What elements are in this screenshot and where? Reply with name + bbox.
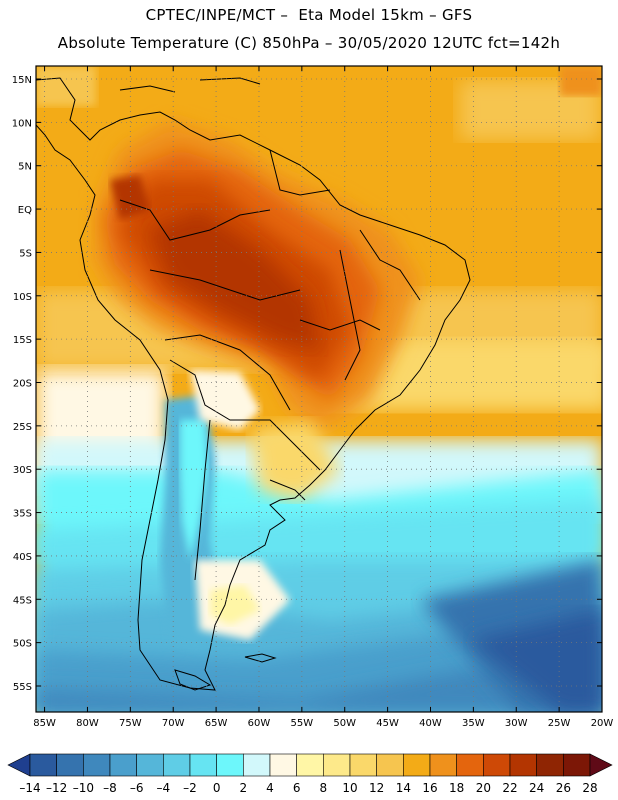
colorbar-label: –8 bbox=[103, 781, 117, 795]
lat-label: 35S bbox=[13, 509, 32, 520]
lat-label: 5S bbox=[19, 248, 32, 259]
colorbar-label: 22 bbox=[502, 781, 517, 795]
colorbar-box bbox=[376, 753, 404, 777]
lon-label: 55W bbox=[291, 718, 314, 729]
coastlines bbox=[36, 77, 471, 691]
lon-label: 40W bbox=[419, 718, 442, 729]
colorbar-box bbox=[456, 753, 484, 777]
lat-label: 10N bbox=[12, 118, 32, 129]
colorbar-box bbox=[509, 753, 537, 777]
colorbar-label: 2 bbox=[240, 781, 248, 795]
colorbar-label: –2 bbox=[183, 781, 197, 795]
lon-label: 65W bbox=[205, 718, 228, 729]
lon-label: 60W bbox=[248, 718, 271, 729]
colorbar-label: 12 bbox=[369, 781, 384, 795]
lon-label: 20W bbox=[591, 718, 614, 729]
colorbar-label: 16 bbox=[422, 781, 437, 795]
lon-label: 30W bbox=[505, 718, 528, 729]
lon-label: 45W bbox=[376, 718, 399, 729]
lat-label: 20S bbox=[13, 378, 32, 389]
lon-label: 80W bbox=[76, 718, 99, 729]
longitude-axis: 85W 80W 75W 70W 65W 60W 55W 50W 45W 40W 35W 30W 25W 2… bbox=[33, 66, 613, 729]
lat-label: 10S bbox=[13, 292, 32, 303]
colorbar-label: 4 bbox=[266, 781, 274, 795]
colorbar-box bbox=[136, 753, 164, 777]
colorbar-box bbox=[29, 753, 57, 777]
lat-label: 15N bbox=[12, 75, 32, 86]
colorbar-label: –4 bbox=[157, 781, 171, 795]
colorbar-label: 18 bbox=[449, 781, 464, 795]
lat-label: 45S bbox=[13, 595, 32, 606]
lat-label: EQ bbox=[18, 205, 32, 216]
colorbar-labels: –14 –12 –10 –8 –6 –4 –2 0 2 4 6 8 10 12 14 16 18 20 22 24 26… bbox=[19, 781, 597, 795]
temperature-map: 15N 10N 5N EQ 5S 10S 15S 20S 25S 30S 35S 40S 45S 50S 5… bbox=[12, 65, 613, 729]
colorbar-box bbox=[163, 753, 191, 777]
colorbar-box bbox=[83, 753, 111, 777]
lon-label: 85W bbox=[33, 718, 56, 729]
colorbar-box bbox=[56, 753, 84, 777]
colorbar-label: –14 bbox=[19, 781, 40, 795]
lon-label: 50W bbox=[333, 718, 356, 729]
colorbar-label: 24 bbox=[529, 781, 544, 795]
lat-label: 55S bbox=[13, 682, 32, 693]
colorbar-box bbox=[296, 753, 324, 777]
colorbar-arrow-high bbox=[589, 753, 613, 777]
colorbar-boxes bbox=[7, 753, 613, 777]
colorbar-label: –6 bbox=[130, 781, 144, 795]
colorbar-label: 28 bbox=[582, 781, 597, 795]
lon-label: 75W bbox=[119, 718, 142, 729]
colorbar-box bbox=[323, 753, 351, 777]
colorbar-box bbox=[429, 753, 457, 777]
lon-label: 35W bbox=[462, 718, 485, 729]
lat-label: 25S bbox=[13, 422, 32, 433]
colorbar-label: 0 bbox=[213, 781, 221, 795]
colorbar: –14 –12 –10 –8 –6 –4 –2 0 2 4 6 8 10 12 14 16 18 20 22 24 26… bbox=[7, 753, 613, 795]
colorbar-box bbox=[109, 753, 137, 777]
colorbar-label: 26 bbox=[556, 781, 571, 795]
colorbar-label: –10 bbox=[73, 781, 94, 795]
colorbar-box bbox=[189, 753, 217, 777]
colorbar-box bbox=[403, 753, 431, 777]
colorbar-label: 8 bbox=[320, 781, 328, 795]
colorbar-box bbox=[269, 753, 297, 777]
colorbar-box bbox=[243, 753, 271, 777]
lon-label: 70W bbox=[162, 718, 185, 729]
latitude-axis: 15N 10N 5N EQ 5S 10S 15S 20S 25S 30S 35S 40S 45S 50S 5… bbox=[12, 75, 602, 693]
lat-label: 50S bbox=[13, 639, 32, 650]
lat-label: 30S bbox=[13, 465, 32, 476]
lat-label: 40S bbox=[13, 552, 32, 563]
colorbar-arrow-low bbox=[7, 753, 31, 777]
colorbar-label: 6 bbox=[293, 781, 301, 795]
temperature-field bbox=[36, 66, 602, 712]
title-line-1: CPTEC/INPE/MCT – Eta Model 15km – GFS bbox=[145, 6, 473, 24]
colorbar-box bbox=[563, 753, 591, 777]
lon-label: 25W bbox=[548, 718, 571, 729]
title-line-2: Absolute Temperature (C) 850hPa – 30/05/… bbox=[57, 34, 561, 52]
colorbar-label: –12 bbox=[46, 781, 67, 795]
lat-label: 5N bbox=[18, 162, 32, 173]
map-frame bbox=[35, 65, 603, 713]
colorbar-label: 14 bbox=[396, 781, 411, 795]
colorbar-box bbox=[349, 753, 377, 777]
colorbar-box bbox=[536, 753, 564, 777]
colorbar-label: 20 bbox=[476, 781, 491, 795]
colorbar-box bbox=[216, 753, 244, 777]
colorbar-label: 10 bbox=[342, 781, 357, 795]
colorbar-box bbox=[483, 753, 511, 777]
lat-label: 15S bbox=[13, 335, 32, 346]
